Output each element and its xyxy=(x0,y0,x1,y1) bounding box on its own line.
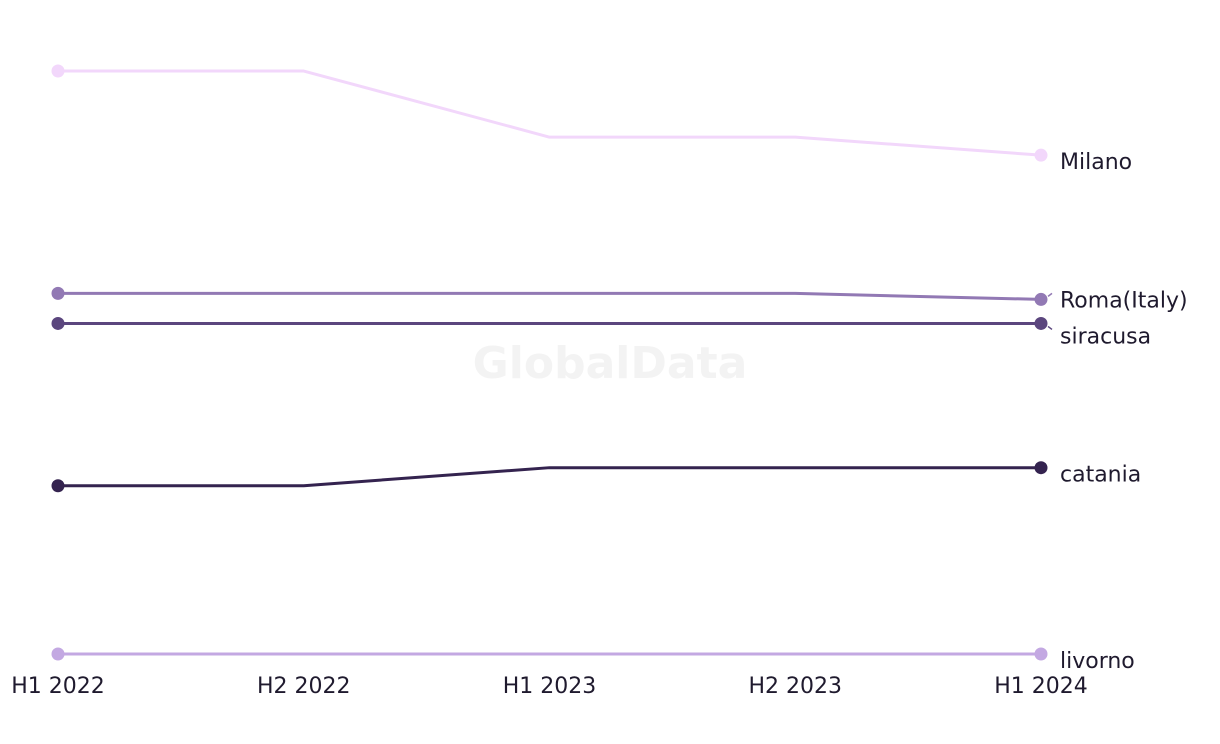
data-point-livorno-0 xyxy=(51,647,65,661)
x-tick-label: H1 2022 xyxy=(11,674,105,699)
series-line-milano xyxy=(58,69,1042,157)
series-label-livorno: livorno xyxy=(1060,649,1135,674)
series-lines xyxy=(58,69,1042,656)
series-label-milano: Milano xyxy=(1060,150,1132,175)
data-point-roma-italy-4 xyxy=(1034,292,1048,306)
x-tick-label: H2 2023 xyxy=(748,674,842,699)
data-point-milano-0 xyxy=(51,64,65,78)
data-point-siracusa-0 xyxy=(51,316,65,330)
series-line-roma-italy xyxy=(58,291,1042,301)
data-point-catania-0 xyxy=(51,479,65,493)
x-tick-label: H1 2023 xyxy=(503,674,597,699)
data-point-roma-italy-0 xyxy=(51,286,65,300)
series-points xyxy=(51,64,1048,661)
data-point-livorno-4 xyxy=(1034,647,1048,661)
x-axis: H1 2022 H2 2022 H1 2023 H2 2023 H1 2024 xyxy=(11,674,1088,699)
label-leader-roma-italy xyxy=(1047,292,1053,298)
label-leader-siracusa xyxy=(1047,325,1053,331)
data-point-catania-4 xyxy=(1034,461,1048,475)
x-tick-label: H1 2024 xyxy=(994,674,1088,699)
data-point-siracusa-4 xyxy=(1034,316,1048,330)
data-point-milano-4 xyxy=(1034,148,1048,162)
x-tick-label: H2 2022 xyxy=(257,674,351,699)
series-labels: Milano Roma(Italy) siracusa catania livorno xyxy=(1047,150,1188,674)
series-label-catania: catania xyxy=(1060,463,1141,488)
series-label-roma-italy: Roma(Italy) xyxy=(1060,288,1188,313)
series-label-siracusa: siracusa xyxy=(1060,324,1151,349)
series-line-catania xyxy=(58,466,1041,488)
